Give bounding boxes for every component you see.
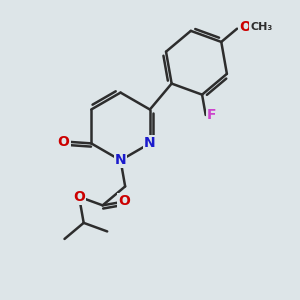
Text: O: O: [73, 190, 85, 204]
Text: O: O: [239, 20, 251, 34]
Text: N: N: [144, 136, 156, 150]
Text: O: O: [58, 135, 70, 149]
Text: N: N: [115, 153, 126, 167]
Text: CH₃: CH₃: [250, 22, 273, 32]
Text: O: O: [118, 194, 130, 208]
Text: F: F: [207, 108, 216, 122]
